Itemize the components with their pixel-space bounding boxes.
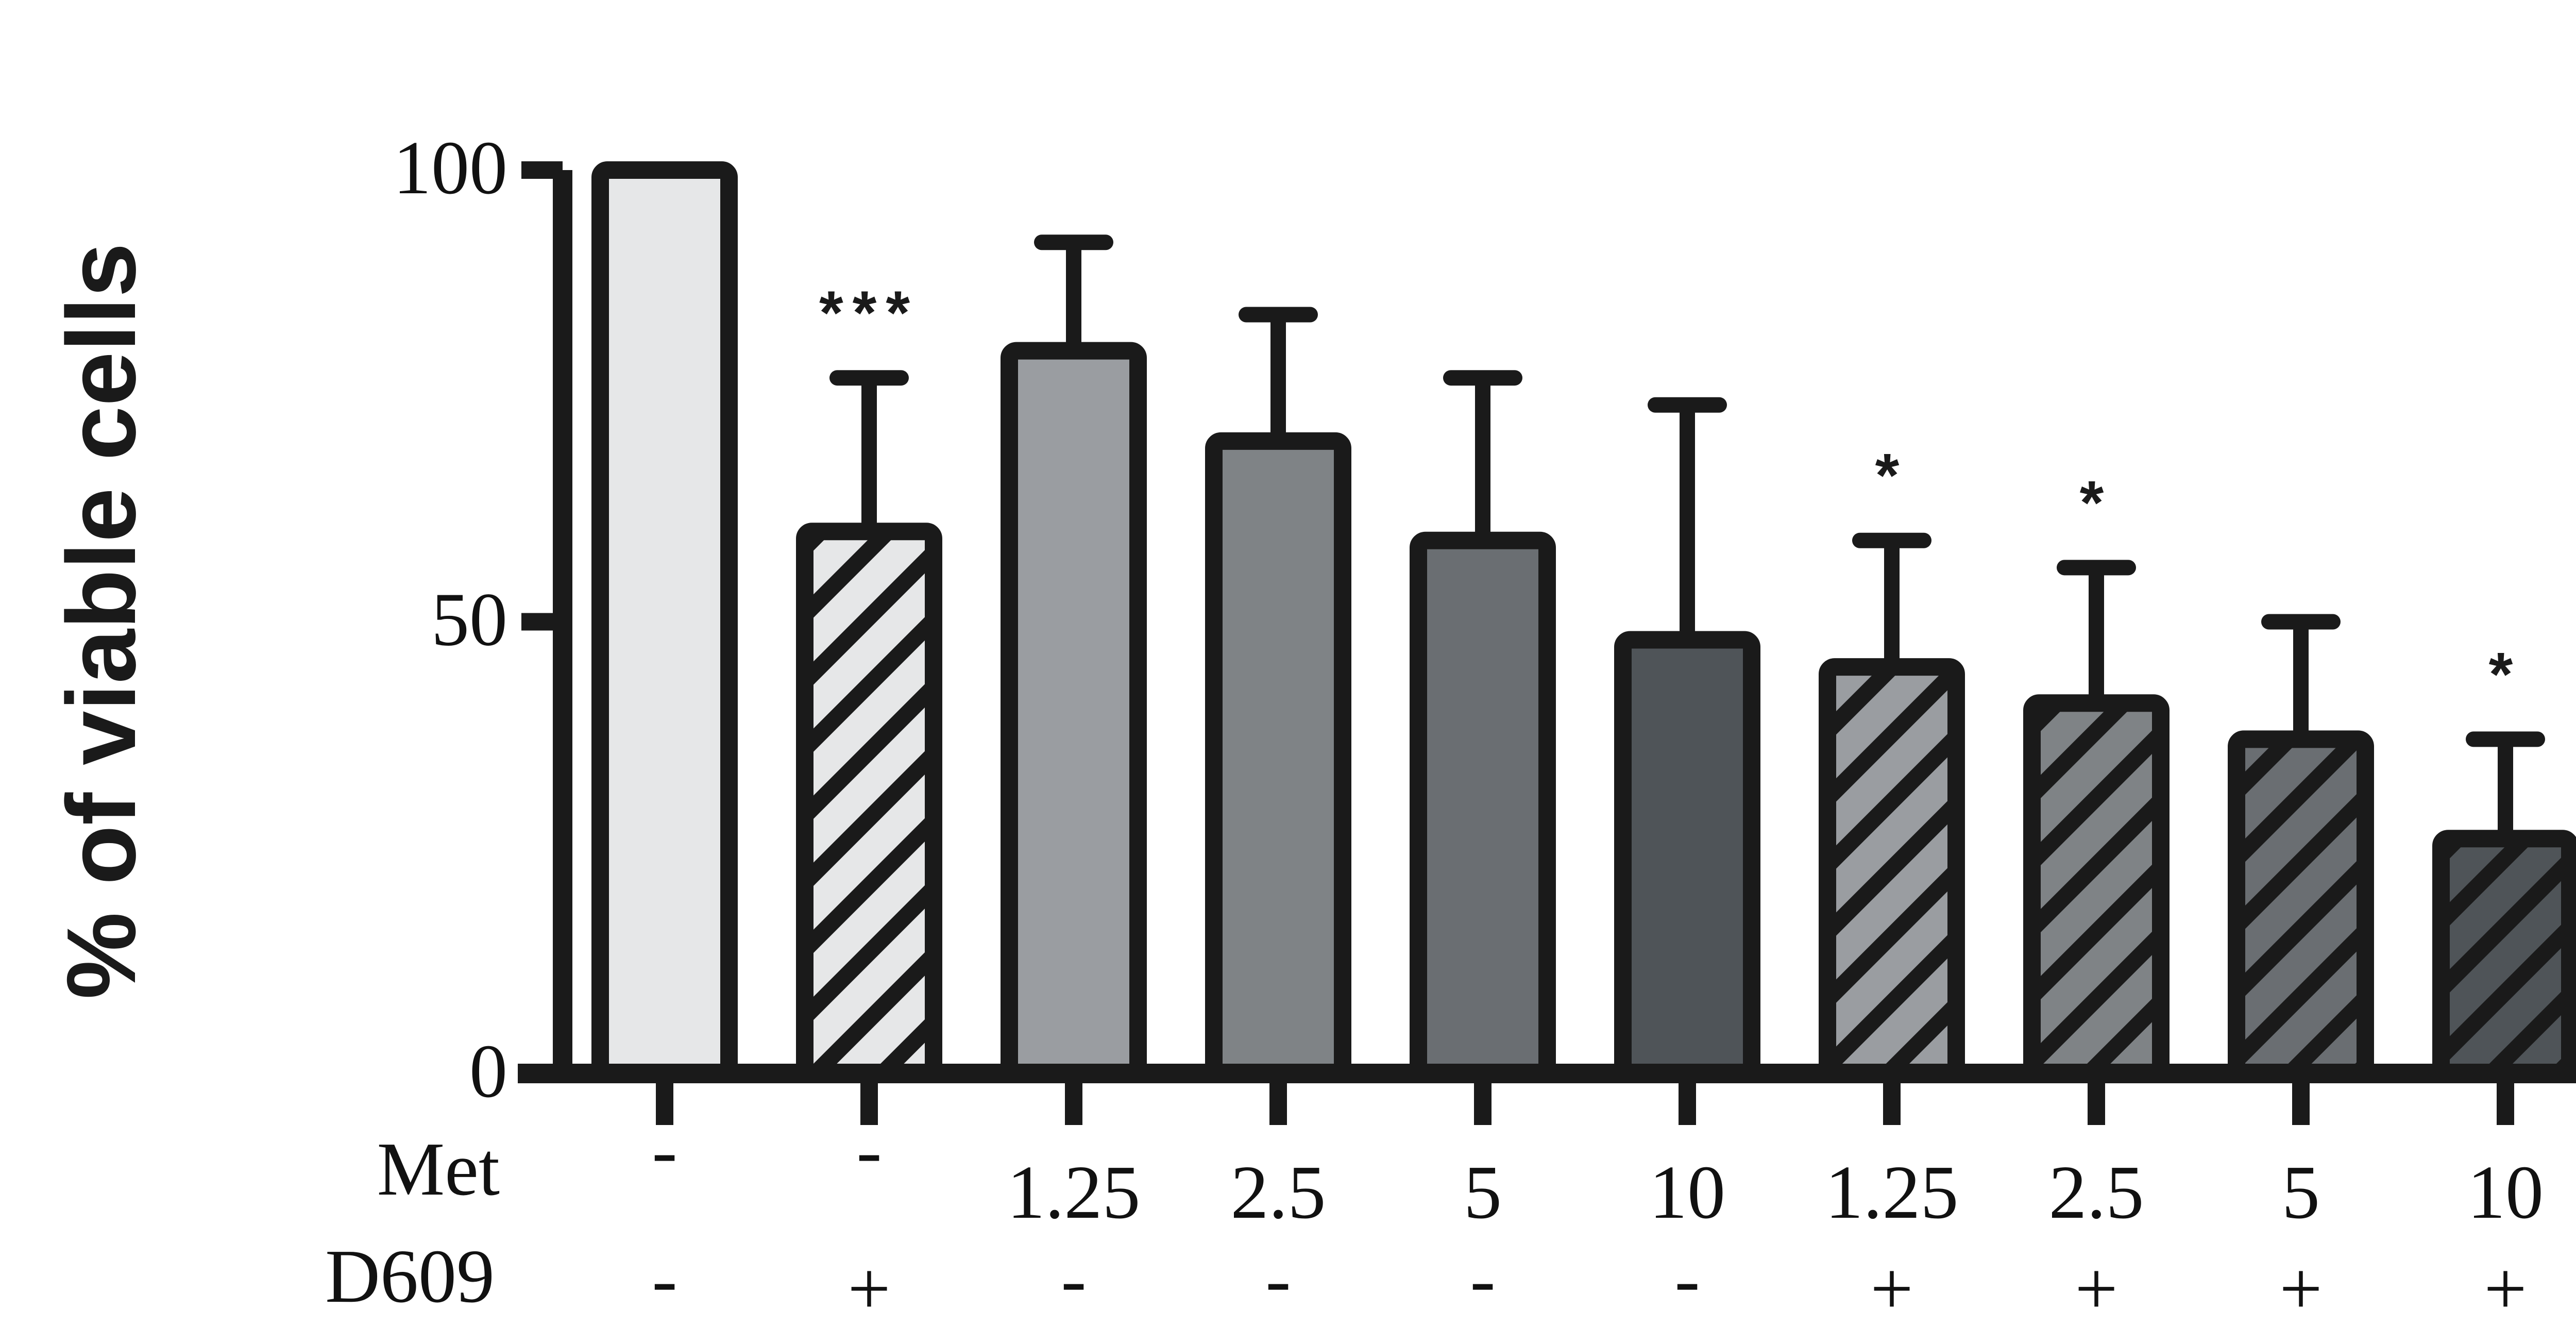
d609-value: - bbox=[652, 1237, 677, 1322]
d609-value: - bbox=[1061, 1237, 1086, 1322]
d609-value: + bbox=[2484, 1247, 2527, 1326]
bar-hatch bbox=[805, 531, 934, 1073]
d609-value: - bbox=[1674, 1237, 1700, 1322]
met-value: - bbox=[856, 1109, 882, 1193]
y-axis-label: % of viable cells bbox=[47, 243, 156, 999]
significance-mark: * bbox=[2489, 640, 2522, 709]
met-value: 5 bbox=[1464, 1150, 1502, 1235]
met-value: - bbox=[652, 1109, 677, 1193]
significance-mark: * bbox=[1875, 441, 1909, 510]
met-value: 1.25 bbox=[1007, 1150, 1141, 1235]
significance-mark: * bbox=[2080, 468, 2113, 537]
significance-mark: *** bbox=[819, 278, 919, 347]
d609-value: - bbox=[1265, 1237, 1291, 1322]
d609-value: - bbox=[1470, 1237, 1495, 1322]
bar bbox=[1418, 540, 1547, 1073]
y-tick-label: 0 bbox=[469, 1029, 507, 1114]
met-value: 5 bbox=[2282, 1150, 2320, 1235]
bar-hatch bbox=[1827, 667, 1956, 1073]
bar bbox=[1214, 441, 1343, 1073]
d609-value: + bbox=[2279, 1247, 2322, 1326]
met-value: 1.25 bbox=[1825, 1150, 1959, 1235]
y-tick-label: 100 bbox=[393, 126, 507, 210]
bar-hatch bbox=[2236, 739, 2365, 1073]
bar bbox=[1009, 350, 1138, 1073]
y-tick-label: 50 bbox=[431, 578, 507, 662]
d609-value: + bbox=[848, 1247, 890, 1326]
bar-hatch bbox=[2441, 838, 2570, 1073]
bar-hatch bbox=[2032, 703, 2161, 1073]
met-value: 2.5 bbox=[1231, 1150, 1326, 1235]
bar bbox=[600, 170, 729, 1073]
d609-value: + bbox=[1870, 1247, 1913, 1326]
bar bbox=[1623, 640, 1752, 1073]
met-value: 10 bbox=[1649, 1150, 1725, 1235]
met-value: 10 bbox=[2467, 1150, 2544, 1235]
met-value: 2.5 bbox=[2049, 1150, 2144, 1235]
row-label-met: Met bbox=[377, 1127, 500, 1212]
row-label-d609: D609 bbox=[325, 1234, 495, 1319]
d609-value: + bbox=[2075, 1247, 2117, 1326]
